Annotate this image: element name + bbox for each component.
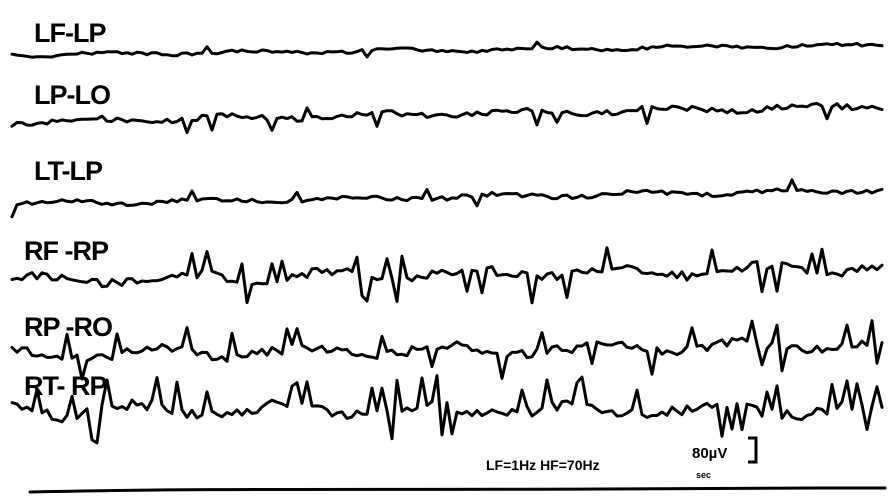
baseline — [28, 486, 887, 494]
channel-label: RF -RP — [24, 236, 109, 266]
time-scale: sec — [696, 470, 711, 480]
amplitude-scale: 80µV — [692, 445, 727, 462]
channel-label: LP-LO — [34, 80, 110, 110]
channel-label: LF-LP — [34, 18, 106, 48]
eeg-trace — [10, 102, 884, 135]
channel-label: LT-LP — [34, 156, 103, 186]
eeg-trace — [10, 374, 884, 445]
eeg-trace — [10, 178, 884, 219]
eeg-trace — [10, 319, 884, 381]
eeg-trace — [10, 40, 884, 59]
eeg-trace — [10, 246, 884, 305]
filter-label: LF=1Hz HF=70Hz — [486, 457, 600, 473]
scale-bracket — [748, 436, 758, 464]
